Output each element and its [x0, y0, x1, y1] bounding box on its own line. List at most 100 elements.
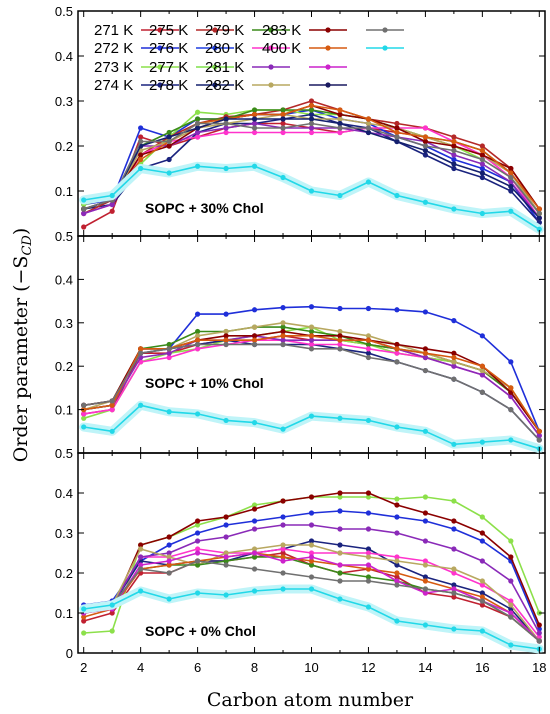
data-point: [337, 508, 343, 514]
data-point: [422, 510, 429, 516]
data-point: [479, 598, 485, 604]
data-point: [308, 328, 315, 335]
data-point: [138, 588, 144, 594]
legend-entry-3: 273 K: [94, 59, 179, 76]
data-point: [365, 337, 372, 343]
data-point: [166, 554, 172, 560]
data-point: [479, 628, 485, 634]
x-tick-label: 4: [137, 660, 144, 675]
data-point: [308, 538, 315, 544]
data-point: [508, 642, 514, 648]
data-point: [251, 111, 258, 118]
data-point: [194, 530, 201, 536]
data-point: [166, 134, 172, 140]
data-point: [479, 143, 485, 149]
data-point: [337, 415, 343, 421]
data-point: [194, 163, 201, 169]
data-point: [536, 638, 542, 644]
x-tick-label: 8: [251, 660, 258, 675]
data-point: [251, 125, 258, 131]
data-point: [394, 134, 400, 140]
data-point: [365, 604, 372, 610]
data-point: [308, 510, 315, 516]
data-point: [451, 376, 457, 382]
data-point: [81, 224, 87, 230]
data-point: [81, 606, 87, 612]
data-point: [280, 341, 286, 348]
legend-entry-8: 278 K: [149, 77, 234, 94]
data-point: [394, 578, 400, 584]
data-point: [394, 574, 400, 580]
data-point: [280, 558, 286, 564]
data-point: [138, 138, 144, 145]
legend-swatch-point: [212, 82, 218, 88]
data-point: [451, 586, 457, 592]
data-point: [365, 526, 372, 532]
data-point: [251, 307, 258, 313]
data-point: [422, 134, 429, 140]
data-point: [365, 510, 372, 516]
data-point: [337, 333, 343, 339]
data-point: [194, 341, 201, 348]
data-point: [280, 333, 286, 339]
data-point: [280, 324, 286, 330]
panel-annotation-2: SOPC + 10% Chol: [145, 375, 264, 391]
data-point: [308, 188, 315, 194]
data-point: [223, 522, 229, 528]
legend-entry-2: 272 K: [94, 40, 179, 57]
data-point: [479, 367, 485, 374]
data-point: [166, 156, 172, 163]
data-point: [308, 102, 315, 109]
data-point: [422, 590, 429, 596]
data-point: [422, 309, 429, 315]
data-point: [365, 341, 372, 348]
legend-label: 276 K: [149, 40, 188, 57]
data-point: [422, 354, 429, 361]
data-point: [223, 417, 229, 424]
data-point: [365, 417, 372, 424]
data-point: [308, 125, 315, 131]
data-point: [536, 226, 542, 232]
panel-annotations: SOPC + 30% Chol SOPC + 10% Chol SOPC + 0% …: [145, 200, 264, 639]
data-point: [365, 546, 372, 552]
data-point: [308, 494, 315, 500]
data-point: [337, 550, 343, 556]
data-point: [138, 562, 144, 568]
data-point: [422, 428, 429, 434]
data-point: [451, 359, 457, 365]
data-point: [451, 143, 457, 149]
data-point: [251, 116, 258, 122]
y-tick-label: 0.3: [55, 526, 73, 541]
data-point: [365, 562, 372, 568]
data-point: [508, 602, 514, 608]
data-point: [280, 107, 286, 113]
data-point: [194, 562, 201, 568]
data-point: [109, 208, 115, 214]
data-point: [508, 170, 514, 176]
data-point: [251, 129, 258, 136]
data-point: [308, 120, 315, 127]
data-point: [81, 630, 87, 636]
data-point: [536, 215, 542, 221]
legend-label: 278 K: [149, 77, 188, 94]
data-point: [536, 428, 542, 434]
data-point: [508, 165, 514, 172]
data-point: [337, 490, 343, 496]
data-point: [451, 582, 457, 588]
data-point: [365, 333, 372, 339]
data-point: [109, 610, 115, 616]
data-point: [451, 594, 457, 600]
data-point: [365, 490, 372, 496]
y-tick-label: 0: [66, 646, 73, 661]
data-point: [251, 546, 258, 552]
data-point: [365, 554, 372, 560]
panel-annotation-1: SOPC + 30% Chol: [145, 200, 264, 216]
data-point: [280, 550, 286, 556]
data-point: [337, 129, 343, 136]
x-tick-label: 18: [532, 660, 546, 675]
data-point: [422, 147, 429, 154]
data-point: [308, 98, 315, 104]
data-point: [422, 586, 429, 592]
data-point: [422, 562, 429, 568]
